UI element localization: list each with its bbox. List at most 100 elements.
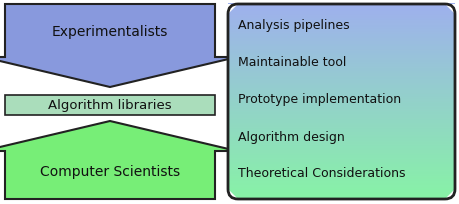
Bar — [228, 7, 454, 9]
Bar — [228, 150, 454, 152]
Bar — [228, 161, 454, 163]
Polygon shape — [0, 121, 236, 199]
Bar — [228, 90, 454, 92]
Bar — [228, 38, 454, 40]
Text: Prototype implementation: Prototype implementation — [237, 93, 400, 106]
Bar — [228, 102, 454, 105]
Bar — [228, 146, 454, 149]
Bar — [228, 77, 454, 79]
Polygon shape — [444, 189, 454, 199]
Bar — [228, 86, 454, 88]
Bar — [228, 57, 454, 59]
Bar — [228, 192, 454, 194]
Bar — [228, 196, 454, 198]
Bar — [228, 106, 454, 109]
Bar — [228, 56, 454, 58]
Bar — [228, 112, 454, 114]
Bar — [228, 49, 454, 52]
Bar — [228, 93, 454, 95]
Bar — [228, 123, 454, 125]
Bar — [228, 135, 454, 137]
Bar — [228, 75, 454, 78]
Bar — [228, 130, 454, 132]
Bar — [228, 163, 454, 165]
Bar — [228, 105, 454, 107]
Bar — [228, 108, 454, 110]
Bar — [228, 30, 454, 32]
Bar — [228, 47, 454, 49]
Bar — [228, 35, 454, 37]
Bar — [228, 132, 454, 134]
Bar — [228, 183, 454, 185]
Bar — [228, 68, 454, 70]
Bar — [228, 166, 454, 168]
Bar — [228, 64, 454, 66]
Bar — [228, 169, 454, 171]
Bar — [228, 117, 454, 119]
Bar — [228, 29, 454, 31]
Bar — [228, 91, 454, 93]
Text: Algorithm design: Algorithm design — [237, 130, 344, 143]
Polygon shape — [0, 5, 236, 88]
Bar — [228, 126, 454, 128]
Bar — [228, 4, 454, 6]
Bar — [228, 174, 454, 176]
Bar — [228, 24, 454, 26]
Text: Analysis pipelines: Analysis pipelines — [237, 19, 349, 32]
Bar — [228, 43, 454, 45]
Text: Computer Scientists: Computer Scientists — [40, 164, 179, 178]
Bar — [228, 122, 454, 124]
Bar — [228, 28, 454, 30]
Bar — [228, 81, 454, 83]
Bar — [228, 139, 454, 141]
Bar — [228, 140, 454, 142]
Bar — [228, 71, 454, 73]
Bar — [228, 51, 454, 53]
Bar — [228, 155, 454, 158]
Bar — [228, 185, 454, 187]
Text: Algorithm libraries: Algorithm libraries — [48, 99, 172, 112]
Bar — [228, 176, 454, 178]
Bar — [228, 165, 454, 167]
Bar — [228, 21, 454, 23]
Bar — [228, 12, 454, 14]
Bar — [228, 128, 454, 131]
Bar — [228, 74, 454, 76]
Bar — [228, 66, 454, 68]
Bar — [228, 187, 454, 189]
Bar — [228, 92, 454, 94]
Bar — [228, 157, 454, 159]
Bar — [228, 110, 454, 112]
Bar — [228, 159, 454, 162]
Bar — [228, 149, 454, 151]
Bar — [228, 119, 454, 121]
Bar — [228, 171, 454, 173]
Bar — [228, 79, 454, 81]
Bar — [228, 95, 454, 97]
Bar — [228, 26, 454, 28]
Bar — [228, 194, 454, 196]
Bar — [228, 20, 454, 22]
Bar — [228, 175, 454, 177]
Bar — [228, 127, 454, 129]
Bar — [228, 52, 454, 54]
Bar — [228, 82, 454, 84]
Bar — [228, 124, 454, 126]
Bar — [228, 55, 454, 57]
Bar — [228, 184, 454, 186]
Bar — [228, 167, 454, 169]
Polygon shape — [228, 5, 237, 15]
Bar — [228, 59, 454, 61]
Bar — [228, 101, 454, 103]
Bar — [228, 121, 454, 123]
Bar — [228, 34, 454, 36]
Bar — [228, 191, 454, 193]
Polygon shape — [228, 189, 237, 199]
Bar — [228, 45, 454, 48]
Bar — [228, 99, 454, 101]
Bar — [228, 180, 454, 182]
Bar — [228, 69, 454, 71]
Bar — [5, 95, 214, 115]
Bar — [228, 40, 454, 42]
Bar — [228, 70, 454, 72]
